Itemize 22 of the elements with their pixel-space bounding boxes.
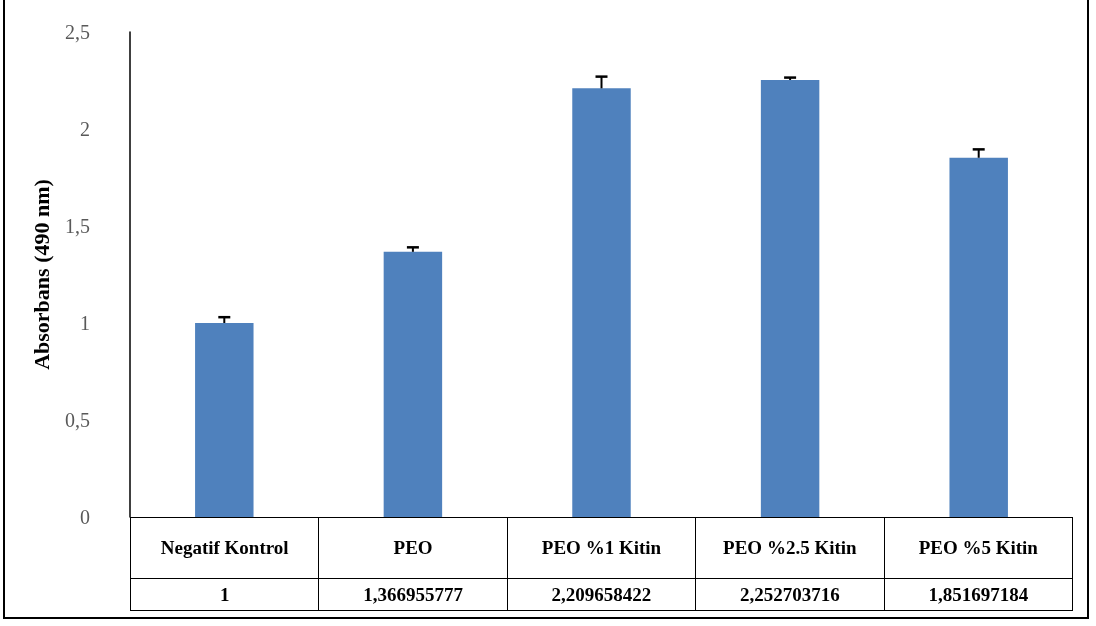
y-tick-label: 0 [80,506,90,528]
y-tick-label: 2 [80,118,90,140]
x-tick-label: PEO [318,517,508,579]
x-tick-label: PEO %5 Kitin [884,517,1073,579]
x-tick-label: PEO %1 Kitin [507,517,696,579]
y-axis-title: Absorbans (490 nm) [28,179,54,370]
y-tick-label: 1 [80,312,90,334]
data-label: 1 [130,578,319,611]
x-tick-label: Negatif Kontrol [130,517,319,579]
x-tick-label: PEO %2.5 Kitin [695,517,885,579]
y-tick-label: 1,5 [65,215,90,237]
data-label: 1,366955777 [318,578,508,611]
bar [383,251,443,517]
data-label: 1,851697184 [884,578,1073,611]
bar [195,323,254,517]
bar [572,88,631,517]
y-tick-label: 2,5 [65,21,90,43]
bar [949,157,1008,517]
y-tick-label: 0,5 [65,409,90,431]
data-label: 2,209658422 [507,578,696,611]
bar [760,79,820,517]
data-label: 2,252703716 [695,578,885,611]
